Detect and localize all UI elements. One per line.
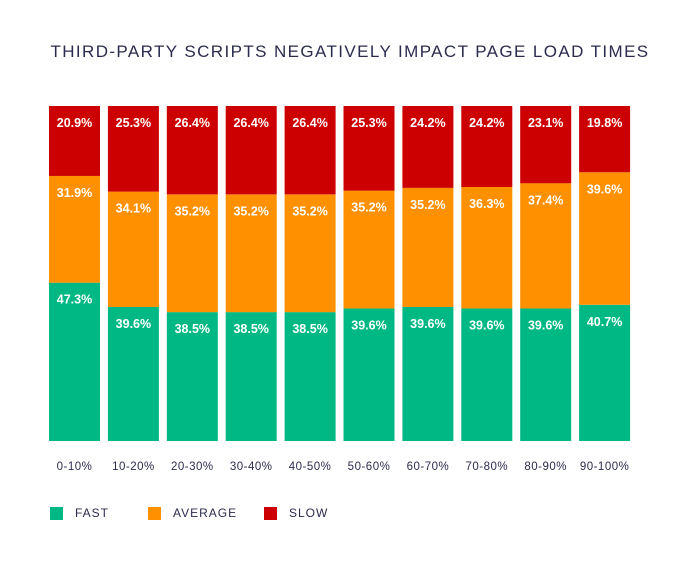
x-tick-label-90-100%: 90-100%: [580, 461, 630, 473]
x-tick-label-0-10%: 0-10%: [57, 461, 93, 473]
bar-fast-40-50%: [284, 312, 336, 441]
x-tick-label-60-70%: 60-70%: [407, 461, 450, 473]
data-label-slow-60-70%: 24.2%: [410, 116, 445, 130]
data-label-slow-70-80%: 24.2%: [469, 116, 504, 130]
bar-fast-90-100%: [579, 304, 631, 441]
bar-slow-80-90%: [520, 106, 572, 184]
x-tick-label-80-90%: 80-90%: [524, 461, 567, 473]
data-label-slow-90-100%: 19.8%: [587, 116, 622, 130]
bar-average-30-40%: [225, 194, 277, 313]
data-label-average-70-80%: 36.3%: [469, 197, 504, 211]
data-label-slow-80-90%: 23.1%: [528, 116, 563, 130]
bar-average-80-90%: [520, 183, 572, 309]
bar-slow-50-60%: [343, 106, 395, 191]
data-label-average-80-90%: 37.4%: [528, 193, 563, 207]
data-label-average-30-40%: 35.2%: [233, 204, 268, 218]
data-label-average-60-70%: 35.2%: [410, 198, 445, 212]
bar-fast-20-30%: [166, 312, 218, 441]
data-label-slow-10-20%: 25.3%: [116, 116, 151, 130]
data-label-slow-50-60%: 25.3%: [351, 116, 386, 130]
data-label-average-10-20%: 34.1%: [116, 202, 151, 216]
x-tick-label-20-30%: 20-30%: [171, 461, 214, 473]
data-label-average-90-100%: 39.6%: [587, 182, 622, 196]
bar-fast-80-90%: [520, 308, 572, 441]
x-tick-label-10-20%: 10-20%: [112, 461, 155, 473]
data-label-fast-60-70%: 39.6%: [410, 317, 445, 331]
data-label-fast-20-30%: 38.5%: [175, 322, 210, 336]
data-label-fast-0-10%: 47.3%: [57, 293, 92, 307]
data-label-average-20-30%: 35.2%: [175, 204, 210, 218]
data-label-slow-30-40%: 26.4%: [233, 116, 268, 130]
data-label-slow-0-10%: 20.9%: [57, 116, 92, 130]
bar-fast-0-10%: [49, 282, 100, 441]
legend-item-fast: FAST: [50, 506, 109, 520]
bar-fast-30-40%: [225, 312, 277, 441]
data-label-slow-40-50%: 26.4%: [292, 116, 327, 130]
data-label-fast-50-60%: 39.6%: [351, 318, 386, 332]
chart-title: THIRD-PARTY SCRIPTS NEGATIVELY IMPACT PA…: [50, 42, 650, 61]
data-label-fast-70-80%: 39.6%: [469, 318, 504, 332]
x-tick-label-40-50%: 40-50%: [289, 461, 332, 473]
data-label-slow-20-30%: 26.4%: [175, 116, 210, 130]
bar-average-0-10%: [49, 175, 100, 283]
bar-average-10-20%: [107, 191, 159, 307]
bar-slow-20-30%: [166, 106, 218, 195]
data-label-fast-10-20%: 39.6%: [116, 317, 151, 331]
bar-fast-50-60%: [343, 308, 395, 441]
bar-average-50-60%: [343, 190, 395, 309]
legend-swatch-fast: [50, 506, 63, 520]
bar-average-60-70%: [402, 187, 454, 307]
legend-label-average: AVERAGE: [173, 506, 238, 520]
bar-fast-60-70%: [402, 307, 454, 441]
legend-label-slow: SLOW: [289, 506, 329, 520]
legend-swatch-slow: [264, 506, 277, 520]
legend-label-fast: FAST: [75, 506, 110, 520]
bar-slow-30-40%: [225, 106, 277, 195]
x-tick-label-30-40%: 30-40%: [230, 461, 273, 473]
data-label-average-40-50%: 35.2%: [292, 204, 327, 218]
bar-average-20-30%: [166, 194, 218, 313]
data-label-fast-90-100%: 40.7%: [587, 315, 622, 329]
data-label-fast-40-50%: 38.5%: [292, 322, 327, 336]
bar-slow-0-10%: [49, 106, 100, 176]
bar-slow-90-100%: [579, 106, 631, 173]
data-label-fast-80-90%: 39.6%: [528, 318, 563, 332]
bar-average-70-80%: [461, 186, 513, 309]
bar-fast-10-20%: [107, 307, 159, 441]
x-tick-label-50-60%: 50-60%: [348, 461, 391, 473]
data-label-average-50-60%: 35.2%: [351, 201, 386, 215]
bar-slow-40-50%: [284, 106, 336, 195]
legend-item-average: AVERAGE: [148, 506, 237, 520]
bar-slow-70-80%: [461, 106, 513, 187]
bar-average-90-100%: [579, 172, 631, 305]
x-tick-label-70-80%: 70-80%: [465, 461, 508, 473]
legend-swatch-average: [148, 506, 161, 520]
bar-slow-60-70%: [402, 106, 454, 188]
bar-fast-70-80%: [461, 308, 513, 441]
bar-average-40-50%: [284, 194, 336, 313]
data-label-average-0-10%: 31.9%: [57, 186, 92, 200]
data-label-fast-30-40%: 38.5%: [233, 322, 268, 336]
bar-slow-10-20%: [107, 106, 159, 192]
legend-item-slow: SLOW: [264, 506, 328, 520]
